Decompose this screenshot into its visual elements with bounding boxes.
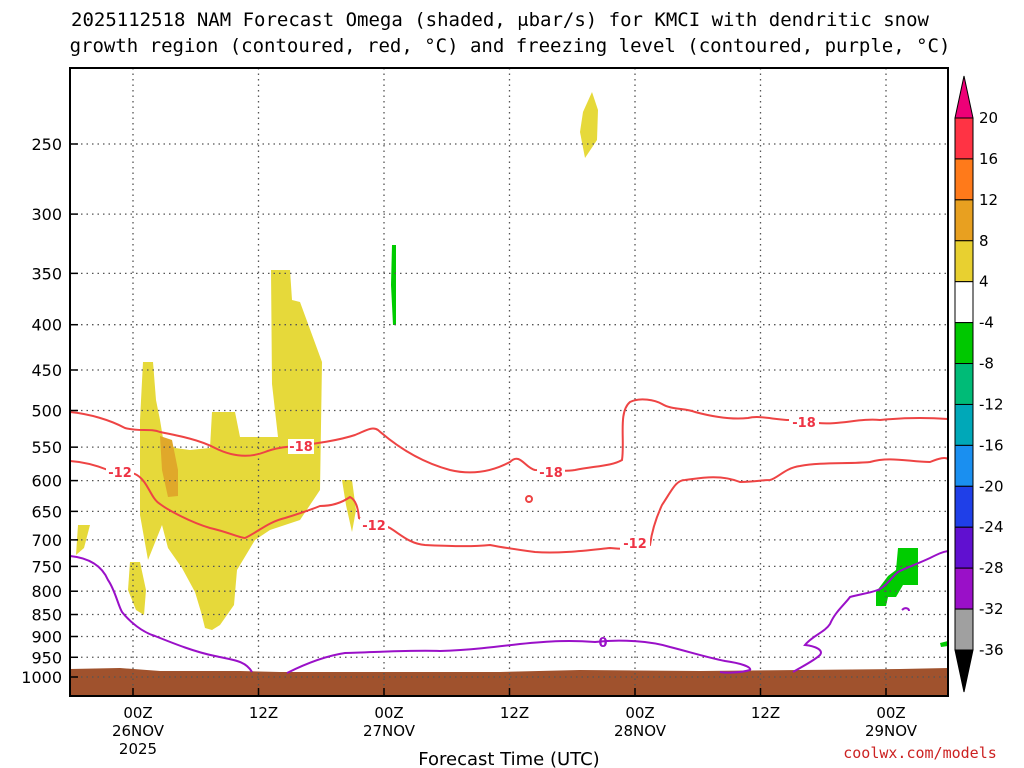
omega-region-upper [580,92,598,158]
y-tick-label: 800 [31,582,62,601]
x-tick-label: 12Z [249,704,278,722]
contour-label-dgz-lower-1: -12 [108,466,132,481]
contour-label-bg-3 [537,465,565,480]
y-tick-label: 550 [31,438,62,457]
y-tick-label: 1000 [21,668,62,687]
x-tick-label: 00Z [123,704,152,722]
colorbar-tick-label: 4 [979,273,989,291]
colorbar-tick-label: -4 [979,314,994,332]
y-tick-label: 250 [31,135,62,154]
contour-label-dgz-upper-2: -18 [539,466,563,481]
terrain-surface [70,668,948,696]
omega-region-orange-core [160,436,178,497]
contour-label-bg-2 [106,465,134,480]
colorbar-segment [954,526,974,569]
y-tick-label: 350 [31,264,62,283]
x-tick-sublabel: 2025 [119,740,157,758]
dgz-contours [69,398,949,554]
contour-label-dgz-upper-3: -18 [792,416,816,431]
colorbar-tick-label: -12 [979,395,1004,413]
colorbar-segment [954,240,974,283]
freezing-contour-right [792,550,949,673]
y-tick-label: 950 [31,648,62,667]
colorbar-segment [954,199,974,242]
x-tick-label: 00Z [374,704,403,722]
colorbar-bottom-arrow [954,649,974,693]
colorbar-tick-label: -20 [979,477,1004,495]
omega-region-green-tiny [940,641,948,647]
colorbar: 20 16 12 8 4 -4 -8 -12 -16 -20 -24 -28 -32 -36 [954,75,1004,693]
colorbar-tick-label: -36 [979,641,1004,659]
omega-region-green-upper [391,245,396,325]
dgz-contour-upper [69,398,949,474]
y-tick-label: 400 [31,316,62,335]
colorbar-segment [954,322,974,365]
colorbar-segment [954,281,974,324]
contour-label-bg-6 [620,536,650,551]
grid-lines [70,68,948,696]
colorbar-top-arrow [954,75,974,119]
contour-label-dgz-lower-2: -12 [362,519,386,534]
colorbar-segment [954,363,974,405]
colorbar-tick-label: 16 [979,150,998,168]
freezing-contour-left [69,555,253,673]
x-axis-label: Forecast Time (UTC) [418,749,599,768]
colorbar-tick-label: -8 [979,355,994,373]
colorbar-segment [954,117,974,160]
contour-label-dgz-upper-1: -18 [289,440,313,455]
y-tick-label: 300 [31,205,62,224]
y-axis-ticks: 250 300 350 400 450 500 550 600 650 700 750 800 850 9… [21,135,78,687]
colorbar-tick-label: 8 [979,232,989,250]
y-tick-label: 750 [31,557,62,576]
y-tick-label: 450 [31,361,62,380]
x-tick-sublabel: 28NOV [614,722,667,740]
colorbar-tick-label: -32 [979,600,1004,618]
omega-region-left-small [76,525,90,555]
contour-label-bg-1 [288,439,314,454]
contour-labels: -18 -12 -18 -12 -18 -12 0 [106,415,819,651]
x-tick-label: 00Z [625,704,654,722]
colorbar-segment [954,444,974,487]
chart-title-line-1: 2025112518 NAM Forecast Omega (shaded, μ… [71,9,929,31]
omega-region-right-strip [342,480,356,532]
y-tick-label: 900 [31,627,62,646]
x-tick-label: 00Z [876,704,905,722]
colorbar-tick-label: 12 [979,191,998,209]
dgz-contour-small-loop [525,495,533,503]
y-tick-label: 850 [31,606,62,625]
y-tick-label: 500 [31,402,62,421]
contour-label-freezing: 0 [598,636,607,651]
freezing-contour-middle [286,639,752,674]
x-tick-label: 12Z [751,704,780,722]
credit-text: coolwx.com/models [843,744,997,762]
chart-title-line-2: growth region (contoured, red, °C) and f… [70,35,951,57]
y-tick-label: 700 [31,531,62,550]
colorbar-tick-label: -24 [979,518,1004,536]
contour-label-bg-4 [360,518,388,533]
contour-label-bg-5 [789,415,819,430]
colorbar-tick-label: 20 [979,109,998,127]
colorbar-tick-label: -16 [979,436,1004,454]
colorbar-tick-label: -28 [979,559,1004,577]
freezing-contour-small-loop [901,607,910,612]
x-tick-label: 12Z [500,704,529,722]
plot-area: -18 -12 -18 -12 -18 -12 0 [69,67,949,697]
y-tick-label: 650 [31,502,62,521]
contour-label-dgz-lower-3: -12 [623,537,647,552]
colorbar-segment [954,158,974,201]
x-tick-sublabel: 26NOV [112,722,165,740]
colorbar-segment [954,608,974,651]
colorbar-segment [954,403,974,446]
x-tick-sublabel: 27NOV [363,722,416,740]
colorbar-segment [954,485,974,528]
dgz-contour-lower [69,457,949,554]
colorbar-segment [954,567,974,610]
y-tick-label: 600 [31,472,62,491]
x-tick-sublabel: 29NOV [865,722,918,740]
freezing-level-contours [69,550,949,674]
